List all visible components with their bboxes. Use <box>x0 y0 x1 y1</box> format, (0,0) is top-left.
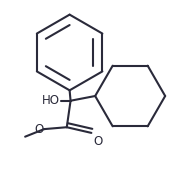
Text: HO: HO <box>42 94 60 107</box>
Text: O: O <box>34 123 43 136</box>
Text: O: O <box>93 135 103 148</box>
